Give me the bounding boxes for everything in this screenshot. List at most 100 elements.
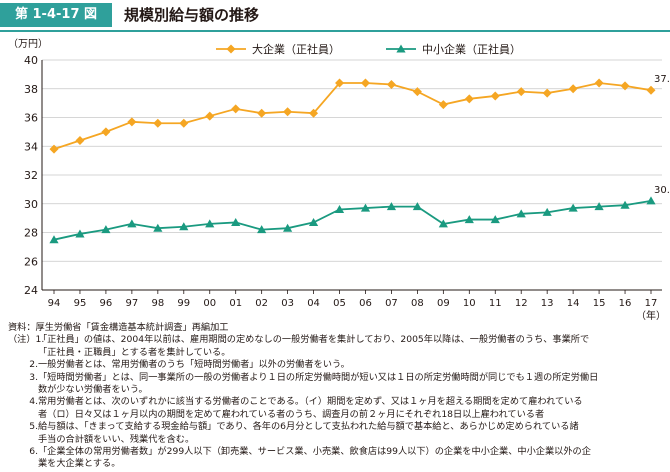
data-point [205,219,215,228]
note-text: 「短時間労働者」とは、同一事業所の一般の労働者より１日の所定労働時間が短い又は１… [38,371,599,383]
x-tick-label: 96 [100,298,113,309]
note-line: 4.常用労働者とは、次のいずれかに該当する労働者のことである。（イ）期間を定めず… [8,396,664,408]
note-number: 6. [29,446,38,458]
header-divider [0,30,670,32]
data-point [412,87,422,97]
x-tick-label: 07 [385,298,398,309]
data-point [334,205,345,213]
x-tick-label: 99 [177,298,190,309]
note-line: 「正社員・正職員」とする者を集計している。 [38,346,231,358]
x-axis-unit: （年） [636,309,666,320]
data-point [620,200,630,209]
x-tick-label: 17 [645,298,658,309]
note-line: 2.一般労働者とは、常用労働者のうち「短時間労働者」以外の労働者をいう。 [8,359,664,371]
grid-lines [42,59,662,262]
x-tick-label: 12 [515,298,528,309]
data-point [646,85,656,95]
data-point [464,215,474,224]
note-number: （注）1. [8,334,45,346]
note-text: 給与額は、「きまって支給する現金給与額」であり、各年の6月分として支払われた給与… [38,421,579,433]
x-tick-label: 94 [48,298,61,309]
data-point [386,79,396,89]
data-point [412,202,422,211]
data-point [283,223,293,232]
data-point [49,144,59,154]
data-point [101,225,111,234]
data-point [568,84,578,94]
data-point [205,111,215,121]
data-point [516,209,526,218]
legend-label: 中小企業（正社員） [422,42,521,56]
axes: 24 26 28 30 32 34 36 38 40 94 95 96 97 98 99 00 01 02 03 04… [8,38,666,320]
x-tick-label: 00 [203,298,216,309]
note-number: 5. [29,421,38,433]
y-tick-label: 30 [24,198,38,211]
x-tick-label: 11 [489,298,502,309]
note-line: 5.給与額は、「きまって支給する現金給与額」であり、各年の6月分として支払われた… [8,421,664,433]
data-point [309,108,319,118]
end-value-label: 37.9 [654,74,670,85]
y-tick-label: 34 [24,140,38,153]
data-point [127,117,137,127]
y-axis-unit: （万円） [8,38,48,50]
note-line: 手当の合計額をいい、残業代を含む。 [38,433,195,445]
x-tick-label: 98 [151,298,164,309]
note-number: 2. [29,359,38,371]
data-point [231,104,241,114]
data-point [257,225,267,234]
data-point [101,127,111,137]
y-tick-label: 26 [24,255,38,268]
data-point [568,203,578,212]
series [49,78,656,244]
data-point [308,217,319,226]
data-point [386,202,397,211]
data-point [335,78,345,88]
data-point [516,87,526,97]
note-line: 業を大企業とする。 [38,458,121,470]
x-tick-label: 04 [307,298,320,309]
data-point [360,203,371,212]
end-value-label: 30.2 [654,185,670,196]
notes-section: 資料：厚生労働省「賃金構造基本統計調査」再編加工 （注）1.「正社員」の値は、2… [8,322,664,471]
x-tick-label: 13 [541,298,554,309]
data-point [360,78,370,88]
x-tick-label: 09 [437,298,450,309]
x-tick-label: 15 [593,298,606,309]
note-line: 数が少ない労働者をいう。 [38,384,148,396]
data-point [490,91,500,101]
note-line: （注）1.「正社員」の値は、2004年以前は、雇用期間の定めなしの一般労働者を集… [8,334,664,346]
data-point [127,219,137,228]
note-line: 者（ロ）日々又は１ヶ月以内の期間を定めて雇われている者のうち、調査月の前２ヶ月に… [38,408,545,420]
data-point [646,196,656,205]
note-text: 「正社員」の値は、2004年以前は、雇用期間の定めなしの一般労働者を集計しており… [38,334,590,346]
data-point [396,44,406,53]
legend-item: 中小企業（正社員） [386,42,521,56]
x-tick-label: 08 [411,298,424,309]
series-line [53,199,652,241]
x-tick-label: 02 [255,298,268,309]
figure-number-label: 第 1-4-17 図 [0,3,112,27]
line-chart: 24 26 28 30 32 34 36 38 40 94 95 96 97 98 99 00 01 02 03 04… [8,38,670,320]
note-number: 4. [29,396,38,408]
note-text: 「企業全体の常用労働者数」が299人以下（卸売業、サービス業、小売業、飲食店は9… [38,446,591,458]
data-point [231,217,241,226]
data-point [75,136,85,145]
note-line: 6.「企業全体の常用労働者数」が299人以下（卸売業、サービス業、小売業、飲食店… [8,446,664,458]
data-point [620,81,630,91]
notes-list: （注）1.「正社員」の値は、2004年以前は、雇用期間の定めなしの一般労働者を集… [8,334,664,470]
series-line [53,82,652,150]
y-tick-label: 38 [24,83,38,96]
figure-title: 規模別給与額の推移 [124,6,260,24]
series-large-enterprise [49,78,656,154]
data-point [438,100,448,110]
data-point [490,215,500,224]
legend-item: 大企業（正社員） [216,42,340,56]
data-point [257,108,267,118]
data-point [594,202,604,211]
data-point [438,219,448,228]
data-point [542,207,552,216]
data-point [179,118,189,128]
figure-header: 第 1-4-17 図 規模別給与額の推移 [0,0,670,34]
y-tick-label: 32 [24,169,38,182]
data-point [153,118,163,128]
